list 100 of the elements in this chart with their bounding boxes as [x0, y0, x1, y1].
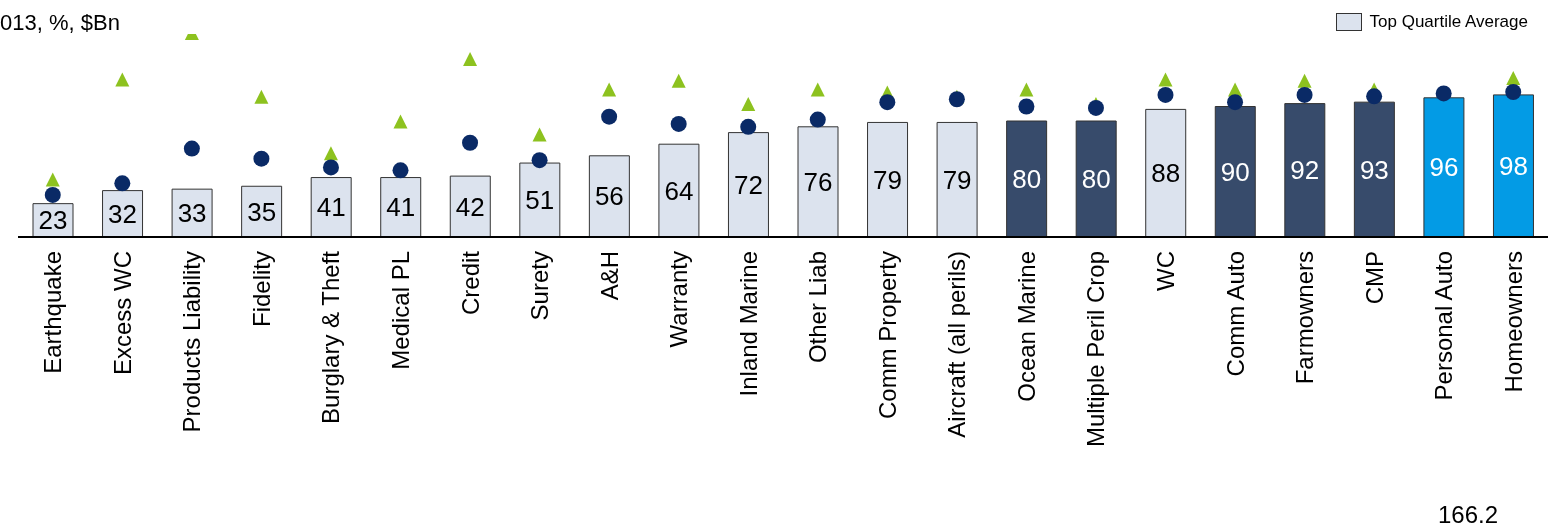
- data-label: 79: [873, 164, 903, 195]
- point: [1158, 72, 1173, 87]
- data-label: 79: [942, 164, 972, 195]
- point: [463, 52, 478, 67]
- point: [253, 150, 270, 167]
- legend-label: Top Quartile Average: [1368, 12, 1528, 32]
- x-tick-label: WC: [1152, 251, 1179, 291]
- point: [1505, 84, 1522, 100]
- bar: [1492, 94, 1534, 237]
- x-tick-label: Multiple Peril Crop: [1082, 251, 1110, 448]
- x-tick-label: Farmowners: [1291, 251, 1319, 385]
- point: [948, 91, 965, 108]
- bar: [380, 177, 422, 237]
- x-tick-label: Products Liability: [178, 251, 206, 433]
- data-label: 93: [1359, 154, 1389, 185]
- point: [601, 108, 618, 125]
- x-tick-label: Ocean Marine: [1012, 251, 1040, 402]
- point: [183, 140, 200, 157]
- data-label: 88: [1151, 158, 1181, 189]
- point: [531, 152, 548, 169]
- x-tick-label: Homeowners: [1499, 251, 1527, 393]
- x-tick-label: Aircraft (all perils): [943, 251, 971, 438]
- bar: [797, 126, 839, 237]
- bar: [1075, 120, 1117, 237]
- point: [1227, 94, 1244, 111]
- point: [392, 162, 409, 179]
- point: [809, 111, 826, 128]
- data-label: 96: [1429, 152, 1459, 183]
- bar: [449, 175, 491, 237]
- point: [114, 175, 131, 192]
- point: [671, 73, 686, 88]
- data-label: 92: [1290, 155, 1320, 186]
- x-tick-label: Comm Property: [873, 251, 901, 420]
- data-label: 76: [803, 166, 833, 197]
- bar: [1145, 108, 1187, 237]
- point: [879, 94, 896, 111]
- x-tick-label: Earthquake: [39, 251, 67, 374]
- point: [393, 114, 408, 129]
- point: [810, 82, 825, 97]
- bar: [1006, 120, 1048, 237]
- point: [1435, 85, 1452, 102]
- point: [44, 186, 61, 203]
- data-label: 98: [1498, 150, 1528, 181]
- bar: [1214, 106, 1256, 237]
- point: [532, 127, 547, 142]
- data-label: 41: [386, 192, 416, 223]
- x-tick-label: Other Liab: [804, 251, 832, 364]
- data-label: 80: [1081, 164, 1111, 194]
- x-tick-label: Credit: [456, 250, 484, 316]
- point: [462, 134, 479, 151]
- bar: [867, 121, 909, 237]
- x-tick-label: Surety: [526, 251, 554, 321]
- point: [1366, 88, 1383, 105]
- data-label: 23: [38, 205, 68, 236]
- data-label: 51: [525, 185, 555, 216]
- bar: [727, 132, 769, 237]
- point: [322, 159, 339, 176]
- point: [741, 97, 756, 112]
- data-label: 72: [733, 169, 763, 200]
- point: [670, 115, 687, 132]
- text: 166.2: [1437, 501, 1498, 527]
- chart-title: 013, %, $Bn: [0, 10, 120, 36]
- point: [1296, 86, 1313, 103]
- point: [1018, 98, 1035, 115]
- bar: [936, 121, 978, 237]
- bar: [588, 155, 630, 237]
- point: [1019, 82, 1034, 97]
- bar: [658, 143, 700, 237]
- x-tick-label: Burglary & Theft: [317, 250, 345, 424]
- point: [1157, 86, 1174, 103]
- data-label: 41: [316, 192, 346, 223]
- bar: [1423, 97, 1465, 237]
- x-tick-label: Medical PL: [387, 251, 414, 370]
- data-label: 56: [594, 181, 624, 212]
- x-tick-label: Warranty: [665, 251, 693, 348]
- bar: [1284, 103, 1326, 237]
- point: [1297, 73, 1312, 88]
- data-label: 32: [108, 198, 138, 229]
- point: [1506, 70, 1521, 85]
- bar: [310, 177, 352, 237]
- data-label: 33: [177, 198, 207, 229]
- data-label: 42: [455, 191, 485, 222]
- x-tick-label: Fidelity: [247, 251, 275, 328]
- data-label: 64: [664, 175, 694, 206]
- x-tick-label: Excess WC: [108, 251, 136, 376]
- data-label: 80: [1012, 164, 1042, 194]
- x-tick-label: A&H: [595, 251, 623, 301]
- point: [323, 146, 338, 161]
- point: [45, 172, 60, 187]
- x-tick-label: CMP: [1360, 251, 1388, 305]
- point: [740, 118, 757, 135]
- data-label: 35: [247, 196, 277, 227]
- bar: [519, 162, 561, 237]
- point: [115, 72, 130, 87]
- x-tick-label: Inland Marine: [734, 251, 762, 397]
- bar: [1353, 101, 1395, 237]
- x-tick-label: Personal Auto: [1430, 251, 1458, 401]
- x-tick-label: Comm Auto: [1221, 251, 1249, 377]
- point: [254, 89, 269, 104]
- data-label: 90: [1220, 156, 1250, 187]
